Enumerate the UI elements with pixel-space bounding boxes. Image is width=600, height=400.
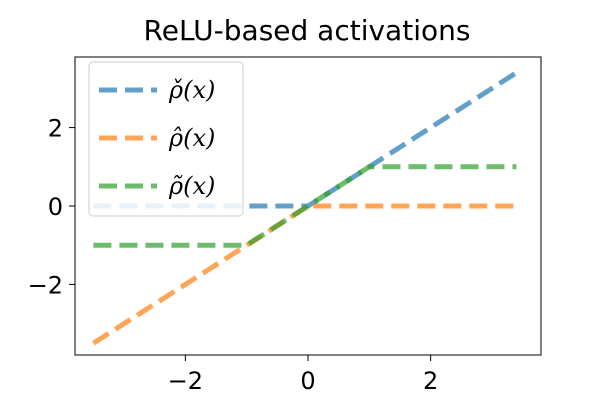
series-layer [92, 70, 518, 346]
legend-label-2: ρ̂(x) [168, 124, 215, 152]
legend: ρ̌(x) ρ̂(x) ρ̃(x) [88, 61, 244, 217]
series-line-3 [93, 164, 517, 248]
y-tick-label: −2 [28, 271, 63, 299]
chart-title: ReLU-based activations [144, 14, 471, 47]
y-tick-label: 0 [48, 193, 63, 221]
series-line-2 [92, 203, 517, 346]
ticks-layer: −2 0 2 −2 0 2 [28, 115, 439, 395]
x-tick-label: 0 [300, 367, 315, 395]
legend-box [88, 61, 244, 217]
series-line-1 [93, 70, 518, 209]
x-tick-label: −2 [168, 367, 203, 395]
y-tick-label: 2 [48, 115, 63, 143]
x-tick-label: 2 [423, 367, 438, 395]
legend-label-1: ρ̌(x) [168, 76, 215, 104]
legend-label-3: ρ̃(x) [168, 172, 215, 200]
